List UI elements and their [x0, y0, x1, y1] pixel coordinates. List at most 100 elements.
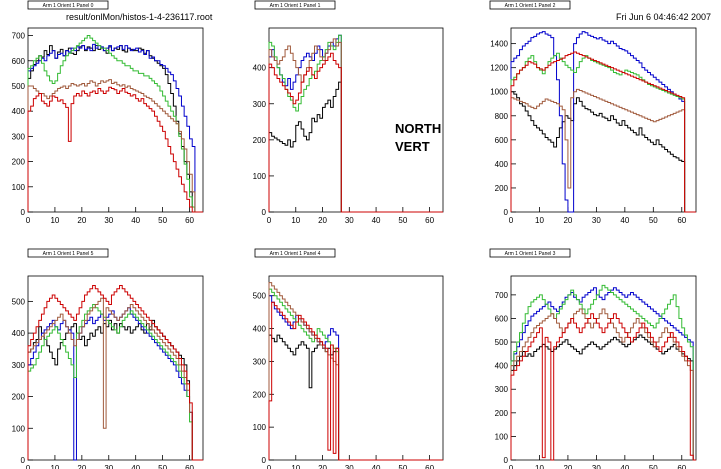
- x-tick-label: 40: [131, 464, 140, 469]
- x-tick-label: 50: [398, 216, 407, 225]
- x-tick-label: 50: [158, 216, 167, 225]
- histogram-panel: Arm 1 Orient 1 Panel 20 10 20 30 40 50 6002004…: [489, 0, 697, 225]
- x-tick-label: 20: [563, 464, 572, 469]
- y-tick-label: 100: [12, 183, 26, 192]
- y-tick-label: 300: [12, 132, 26, 141]
- histogram-series-green: [268, 288, 443, 461]
- y-tick-label: 300: [253, 357, 267, 366]
- y-tick-label: 500: [12, 82, 26, 91]
- y-tick-label: 700: [495, 291, 509, 300]
- panel-title-box: [27, 248, 109, 258]
- y-tick-label: 300: [495, 385, 509, 394]
- y-tick-label: 300: [12, 361, 26, 370]
- x-tick-label: 10: [535, 464, 544, 469]
- histogram-series-blue: [27, 43, 203, 213]
- x-tick-label: 10: [535, 216, 544, 225]
- y-tick-label: 100: [253, 423, 267, 432]
- x-tick-label: 30: [345, 464, 354, 469]
- panel-title: Arm 1 Orient 1 Panel 3: [505, 251, 556, 257]
- y-tick-label: 100: [495, 432, 509, 441]
- x-tick-label: 0: [509, 464, 514, 469]
- x-tick-label: 40: [372, 464, 381, 469]
- y-tick-label: 300: [253, 100, 267, 109]
- histogram-series-green: [27, 304, 203, 461]
- x-tick-label: 60: [425, 216, 434, 225]
- y-tick-label: 600: [12, 57, 26, 66]
- y-tick-label: 400: [253, 64, 267, 73]
- y-tick-label: 200: [495, 184, 509, 193]
- histogram-series-brown: [510, 88, 696, 213]
- histogram-series-red: [27, 285, 203, 461]
- histogram-series-green: [510, 284, 696, 461]
- histogram-series-brown: [268, 282, 443, 461]
- histogram-series-green: [510, 52, 696, 213]
- x-tick-label: 20: [318, 464, 327, 469]
- histogram-panel: Arm 1 Orient 1 Panel 5 0 10 20 30 40 50 60 0 100 2…: [12, 248, 204, 469]
- y-tick-label: 1000: [490, 88, 508, 97]
- x-tick-label: 40: [620, 216, 629, 225]
- panel-title-box: [489, 0, 571, 10]
- panel-title-box: [27, 0, 109, 10]
- histogram-series-brown: [27, 79, 203, 213]
- x-tick-label: 10: [291, 464, 300, 469]
- histogram-panel: Arm 1 Orient 1 Panel 4 0 10 20 30 40 50 60 0 100 2…: [253, 248, 444, 469]
- y-tick-label: 400: [253, 325, 267, 334]
- root-file-label: result/onlMon/histos-1-4-236117.root: [66, 12, 213, 22]
- histogram-series-black: [268, 334, 443, 461]
- y-tick-label: 400: [12, 329, 26, 338]
- x-tick-label: 40: [372, 216, 381, 225]
- y-tick-label: 200: [12, 158, 26, 167]
- histogram-series-blue: [510, 31, 696, 213]
- histogram-series-green: [27, 35, 203, 213]
- y-tick-label: 400: [495, 160, 509, 169]
- x-tick-label: 60: [677, 464, 686, 469]
- y-tick-label: 500: [253, 292, 267, 301]
- plot-frame: [268, 275, 444, 461]
- x-tick-label: 50: [398, 464, 407, 469]
- histogram-series-red: [510, 51, 696, 213]
- y-tick-label: 600: [495, 136, 509, 145]
- x-tick-label: 10: [50, 464, 59, 469]
- y-tick-label: 0: [262, 208, 267, 217]
- histogram-series-red: [510, 313, 696, 461]
- x-tick-label: 20: [77, 464, 86, 469]
- x-tick-label: 30: [345, 216, 354, 225]
- x-tick-label: 60: [185, 464, 194, 469]
- plot-frame: [510, 275, 697, 461]
- histogram-series-blue: [27, 307, 203, 461]
- x-tick-label: 20: [318, 216, 327, 225]
- y-tick-label: 0: [262, 456, 267, 465]
- x-tick-label: 20: [563, 216, 572, 225]
- histogram-series-red: [268, 301, 443, 461]
- x-tick-label: 60: [677, 216, 686, 225]
- x-tick-label: 60: [185, 216, 194, 225]
- x-tick-label: 40: [620, 464, 629, 469]
- histogram-series-red: [27, 86, 203, 213]
- histogram-series-black: [27, 319, 203, 461]
- x-tick-label: 0: [267, 464, 272, 469]
- x-tick-label: 50: [158, 464, 167, 469]
- y-tick-label: 200: [253, 136, 267, 145]
- histogram-panel: Arm 1 Orient 1 Panel 30 10 20 30 40 50 6001002…: [489, 248, 697, 469]
- histogram-panel: Arm 1 Orient 1 Panel 00 10 20 30 40 50 6001002…: [12, 0, 204, 225]
- panel-title: Arm 1 Orient 1 Panel 4: [270, 251, 321, 257]
- y-tick-label: 100: [253, 172, 267, 181]
- x-tick-label: 0: [267, 216, 272, 225]
- x-tick-label: 10: [291, 216, 300, 225]
- histogram-series-brown: [510, 308, 696, 461]
- y-tick-label: 1400: [490, 40, 508, 49]
- panel-title-box: [254, 0, 336, 10]
- plot-frame: [27, 275, 204, 461]
- panel-title: Arm 1 Orient 1 Panel 1: [270, 3, 321, 9]
- y-tick-label: 200: [12, 393, 26, 402]
- y-tick-label: 100: [12, 424, 26, 433]
- histogram-series-blue: [510, 287, 696, 461]
- y-tick-label: 500: [12, 297, 26, 306]
- x-tick-label: 0: [26, 216, 31, 225]
- histogram-series-black: [510, 91, 696, 213]
- x-tick-label: 0: [26, 464, 31, 469]
- y-tick-label: 200: [253, 390, 267, 399]
- histogram-series-black: [510, 334, 696, 461]
- vert-label: VERT: [395, 139, 430, 154]
